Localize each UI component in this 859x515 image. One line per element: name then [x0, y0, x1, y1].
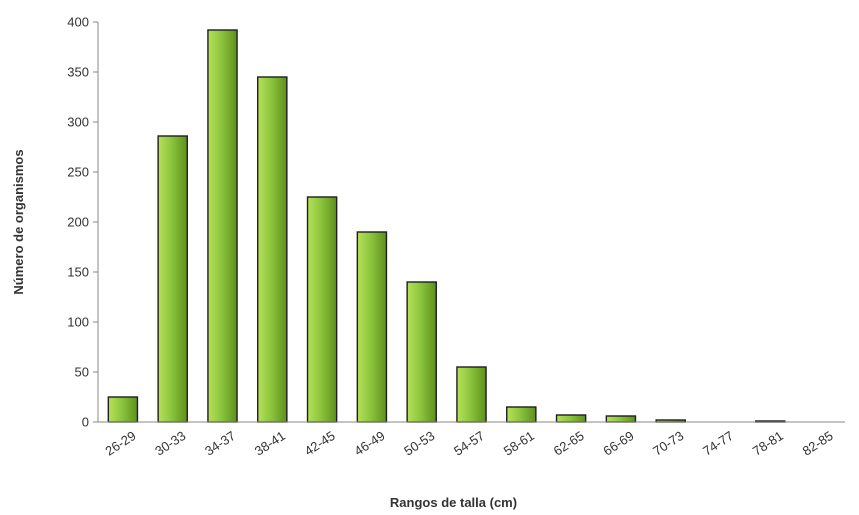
- x-tick-label: 50-53: [401, 428, 437, 459]
- y-tick-label: 200: [67, 215, 89, 230]
- x-tick-label: 62-65: [551, 428, 587, 459]
- y-tick-label: 300: [67, 115, 89, 130]
- x-tick-label: 58-61: [501, 428, 537, 459]
- bar-30-33: [157, 135, 188, 423]
- x-tick-label: 54-57: [451, 428, 487, 459]
- x-tick-label: 30-33: [152, 428, 188, 459]
- x-tick-label: 74-77: [700, 428, 736, 459]
- x-tick-label: 70-73: [650, 428, 686, 459]
- x-tick-label: 82-85: [800, 428, 836, 459]
- bar-54-57: [456, 366, 487, 423]
- bar-46-49: [356, 231, 388, 423]
- y-tick-label: 400: [67, 15, 89, 30]
- bar-42-45: [306, 196, 338, 423]
- x-tick-label: 34-37: [202, 428, 238, 459]
- x-axis-ticks: 26-29 30-33 34-37 38-41 42-45 46-49 50-53 54-57…: [102, 428, 835, 459]
- bar-66-69: [605, 415, 637, 423]
- bar-50-53: [406, 281, 437, 423]
- x-axis-title: Rangos de talla (cm): [390, 495, 517, 510]
- y-tick-label: 150: [67, 265, 89, 280]
- y-axis-title: Número de organismos: [11, 149, 26, 294]
- bar-34-37: [207, 29, 238, 423]
- y-tick-label: 50: [75, 365, 89, 380]
- y-tick-label: 350: [67, 65, 89, 80]
- x-tick-label: 26-29: [102, 428, 138, 459]
- y-tick-label: 250: [67, 165, 89, 180]
- y-axis-ticks: 0 50 100 150 200 250 300 350 400: [67, 15, 98, 430]
- x-tick-label: 42-45: [302, 428, 338, 459]
- y-tick-label: 0: [82, 415, 89, 430]
- x-tick-label: 38-41: [252, 428, 288, 459]
- bar-38-41: [257, 76, 288, 423]
- bars-group: [107, 29, 786, 423]
- y-tick-label: 100: [67, 315, 89, 330]
- x-tick-label: 66-69: [600, 428, 636, 459]
- bar-58-61: [506, 406, 537, 423]
- bar-62-65: [555, 414, 587, 423]
- bar-26-29: [107, 396, 139, 423]
- x-tick-label: 46-49: [351, 428, 387, 459]
- x-tick-label: 78-81: [750, 428, 786, 459]
